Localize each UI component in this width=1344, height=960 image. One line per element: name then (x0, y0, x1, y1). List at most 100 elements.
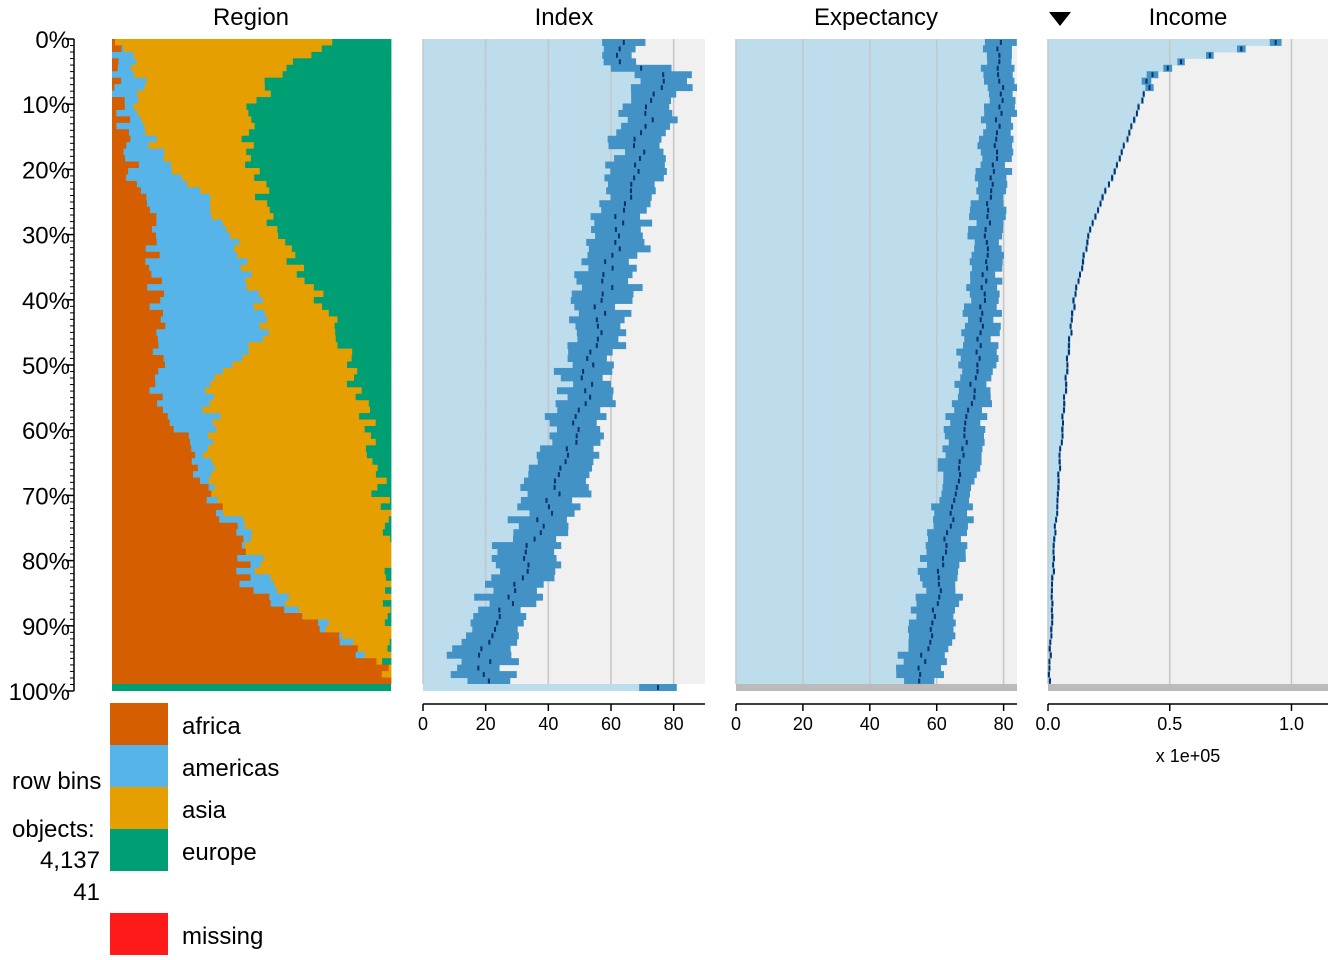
income-bin-fill (1048, 400, 1065, 408)
region-bin-segment-europe (361, 387, 392, 395)
index-bin-fill (423, 367, 584, 375)
income-bin-fill (1048, 387, 1067, 395)
income-bin-mean-mark (1050, 633, 1053, 639)
expectancy-bin-fill (736, 438, 967, 446)
expectancy-bin-mean-mark (957, 465, 960, 471)
income-bin-fill (1048, 567, 1054, 575)
region-bin-segment-africa (112, 361, 166, 369)
region-bin-segment-asia (250, 535, 391, 543)
region-bin-segment-asia (210, 206, 271, 214)
income-bin-mean-mark (1067, 349, 1070, 355)
region-bin-segment-africa (112, 445, 192, 453)
region-bin-segment-europe (253, 142, 392, 150)
income-bin-mean-mark (1166, 65, 1169, 71)
index-panel: 0 20 40 60 80 (418, 39, 705, 734)
income-bin-fill (1048, 619, 1053, 627)
expectancy-bin-fill (736, 548, 947, 556)
region-bin-segment-americas (191, 445, 209, 453)
region-bin-segment-americas (156, 232, 231, 240)
expectancy-bin-fill (736, 645, 929, 653)
expectancy-x-tick-label: 60 (927, 714, 947, 734)
expectancy-bin-mean-mark (988, 220, 991, 226)
expectancy-bin-mean-mark (990, 188, 993, 194)
index-bin-mean-mark (526, 568, 529, 574)
index-bin-mean-mark (542, 523, 545, 529)
y-axis: 0% 10% 20% 30% 40% 50% 60% 70% 80% 90% 100% (9, 27, 75, 706)
region-bin-segment-europe (254, 174, 392, 182)
expectancy-bin-mean-mark (986, 246, 989, 252)
income-bin-mean-mark (1130, 123, 1133, 129)
index-bin-fill (423, 290, 603, 298)
index-bin-mean-mark (662, 72, 665, 78)
index-bin-mean-mark (589, 349, 592, 355)
legend-label-missing: missing (182, 923, 263, 950)
income-panel: 0.0 0.5 1.0 (1035, 39, 1328, 734)
region-bin-segment-europe (375, 438, 392, 446)
income-bin-mean-mark (1060, 439, 1063, 445)
expectancy-bin-fill (736, 264, 988, 272)
index-bin-mean-mark (644, 110, 647, 116)
region-bin-segment-americas (149, 303, 255, 311)
expectancy-bin-fill (736, 322, 983, 330)
index-bin-mean-mark (638, 156, 641, 161)
expectancy-bin-fill (736, 374, 976, 382)
expectancy-bin-mean-mark (998, 78, 1001, 84)
expectancy-bin-fill (736, 193, 991, 201)
region-bin-segment-africa (112, 45, 123, 53)
region-bin-segment-africa (112, 387, 150, 395)
expectancy-bin-mean-mark (965, 439, 968, 445)
region-bin-segment-europe (364, 426, 392, 433)
income-bin-mean-mark (1074, 291, 1077, 297)
region-bin-segment-asia (234, 245, 293, 253)
y-axis-tick-label: 40% (22, 288, 70, 315)
region-bin-segment-africa (112, 168, 129, 175)
expectancy-bin-fill (736, 658, 926, 666)
income-bin-fill (1048, 64, 1168, 72)
region-bin-segment-americas (163, 290, 260, 298)
region-bin-segment-africa (112, 322, 166, 330)
income-bin-mean-mark (1097, 207, 1100, 213)
income-bin-mean-mark (1274, 40, 1277, 45)
region-bin-segment-americas (237, 555, 265, 562)
region-bin-segment-asia (288, 593, 392, 601)
region-bin-segment-americas (116, 122, 145, 130)
index-bin-fill (423, 45, 620, 53)
region-bin-segment-americas (155, 380, 211, 388)
region-bin-segment-africa (112, 625, 321, 633)
expectancy-bin-mean-mark (986, 201, 989, 207)
y-axis-tick-label: 20% (22, 157, 70, 184)
income-bin-mean-mark (1063, 394, 1066, 400)
expectancy-x-tick-label: 40 (860, 714, 880, 734)
region-bin-segment-europe (377, 484, 392, 491)
region-bin-segment-asia (133, 103, 247, 111)
index-bin-fill (423, 97, 652, 104)
income-bin-mean-mark (1058, 452, 1061, 458)
index-bin-fill (423, 219, 624, 227)
region-bin-segment-americas (118, 58, 137, 66)
index-bin-fill (423, 335, 598, 343)
legend-swatch-asia (110, 787, 168, 829)
income-bin-mean-mark (1051, 614, 1054, 619)
region-bin-segment-americas (339, 638, 354, 646)
index-bin-fill (423, 251, 613, 259)
region-bin-segment-europe (388, 516, 392, 524)
sort-descending-arrow-icon[interactable] (1049, 12, 1071, 26)
expectancy-bin-fill (736, 451, 964, 459)
region-bin-segment-europe (250, 155, 392, 163)
index-bin-mean-mark (630, 181, 633, 187)
region-bin-segment-asia (164, 148, 247, 156)
region-bin-segment-asia (205, 387, 363, 395)
region-legend: africa americas asia europe missing (110, 703, 279, 955)
income-bin-mean-mark (1059, 465, 1062, 471)
index-bin-mean-mark (622, 220, 625, 226)
region-bin-segment-asia (341, 632, 392, 640)
legend-swatch-europe (110, 829, 168, 871)
income-bin-fill (1048, 509, 1058, 517)
income-bin-fill (1048, 116, 1135, 124)
expectancy-bin-mean-mark (976, 362, 979, 368)
expectancy-bin-fill (736, 406, 969, 414)
region-bin-segment-americas (157, 335, 264, 343)
index-bin-fill (423, 174, 635, 182)
expectancy-bin-mean-mark (995, 130, 998, 136)
income-bin-fill (1048, 477, 1059, 485)
